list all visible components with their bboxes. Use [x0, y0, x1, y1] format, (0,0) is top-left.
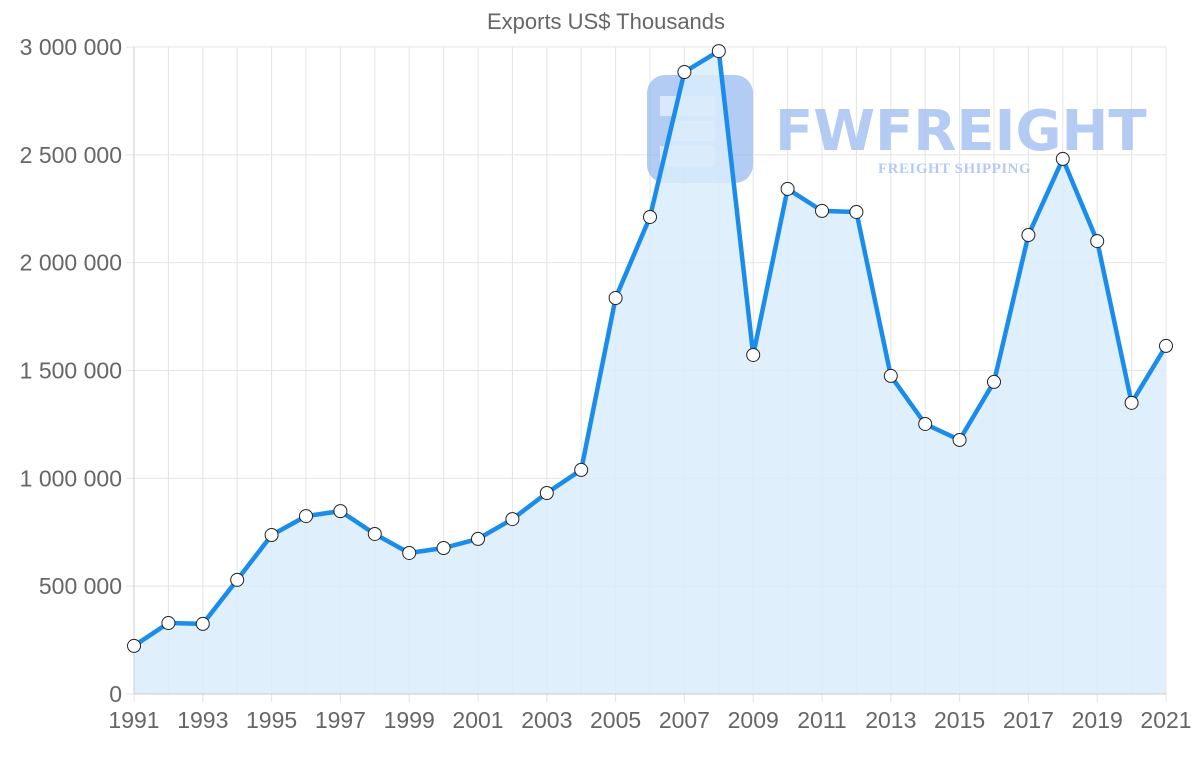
- x-tick-label: 1993: [177, 707, 228, 733]
- data-point-2007[interactable]: [677, 65, 692, 80]
- x-tick-label: 2017: [1003, 707, 1054, 733]
- chart-title: Exports US$ Thousands: [487, 9, 725, 34]
- y-tick-label: 3 000 000: [20, 34, 122, 60]
- x-tick-label: 1991: [108, 707, 159, 733]
- x-tick-label: 2019: [1072, 707, 1123, 733]
- data-point-2000[interactable]: [436, 540, 451, 555]
- data-point-2010[interactable]: [780, 181, 795, 196]
- data-point-1996[interactable]: [299, 509, 313, 524]
- data-point-2018[interactable]: [1055, 151, 1070, 166]
- data-point-2009[interactable]: [746, 347, 761, 362]
- y-tick-label: 2 500 000: [20, 142, 122, 168]
- data-point-2004[interactable]: [574, 462, 589, 477]
- x-tick-label: 2009: [728, 707, 779, 733]
- data-point-2006[interactable]: [643, 209, 657, 224]
- data-point-2005[interactable]: [608, 291, 623, 306]
- x-tick-label: 2011: [797, 707, 846, 733]
- watermark-brand: FWFREIGHT: [775, 99, 1147, 164]
- data-point-1991[interactable]: [127, 638, 141, 653]
- y-tick-label: 1 000 000: [20, 465, 122, 491]
- data-point-2003[interactable]: [539, 485, 554, 500]
- data-point-1998[interactable]: [367, 526, 382, 541]
- data-point-2019[interactable]: [1090, 234, 1105, 249]
- x-tick-label: 2003: [521, 707, 572, 733]
- x-tick-label: 2001: [452, 707, 503, 733]
- data-point-1999[interactable]: [402, 545, 417, 560]
- x-tick-label: 2007: [659, 707, 710, 733]
- y-tick-label: 1 500 000: [20, 358, 122, 384]
- data-point-2012[interactable]: [849, 204, 864, 219]
- y-tick-label: 500 000: [39, 573, 122, 599]
- data-point-2015[interactable]: [952, 432, 967, 447]
- data-point-2017[interactable]: [1021, 228, 1036, 243]
- data-point-1992[interactable]: [161, 616, 176, 631]
- y-tick-label: 2 000 000: [20, 250, 122, 276]
- data-point-2008[interactable]: [711, 44, 726, 59]
- x-tick-label: 2005: [590, 707, 641, 733]
- data-point-1997[interactable]: [333, 504, 348, 519]
- data-points: [127, 44, 1173, 653]
- x-tick-label: 2021: [1140, 707, 1191, 733]
- data-point-2014[interactable]: [918, 416, 933, 431]
- data-point-2021[interactable]: [1159, 338, 1173, 353]
- y-axis-labels: 0 500 000 1 000 000 1 500 000 2 000 000 2 500…: [20, 34, 122, 707]
- watermark-tagline: FREIGHT SHIPPING: [878, 161, 1031, 177]
- data-point-1993[interactable]: [195, 616, 210, 631]
- data-point-2011[interactable]: [815, 203, 829, 218]
- data-point-2002[interactable]: [505, 512, 520, 527]
- data-point-2001[interactable]: [471, 531, 485, 546]
- x-tick-label: 1995: [246, 707, 297, 733]
- x-tick-label: 2013: [865, 707, 916, 733]
- x-tick-label: 2015: [934, 707, 985, 733]
- data-point-2013[interactable]: [883, 368, 898, 383]
- x-tick-label: 1997: [315, 707, 366, 733]
- axes: [133, 47, 1166, 695]
- area-fill: [134, 51, 1166, 695]
- data-point-1995[interactable]: [264, 528, 279, 543]
- data-point-2016[interactable]: [987, 374, 1001, 389]
- x-axis-labels: 1991 1993 1995 1997 1999 2001 2003 2005 2007 2009…: [108, 707, 1191, 733]
- x-tick-label: 1999: [384, 707, 435, 733]
- data-point-2020[interactable]: [1124, 395, 1139, 410]
- y-tick-label: 0: [109, 681, 122, 707]
- data-point-1994[interactable]: [230, 572, 245, 587]
